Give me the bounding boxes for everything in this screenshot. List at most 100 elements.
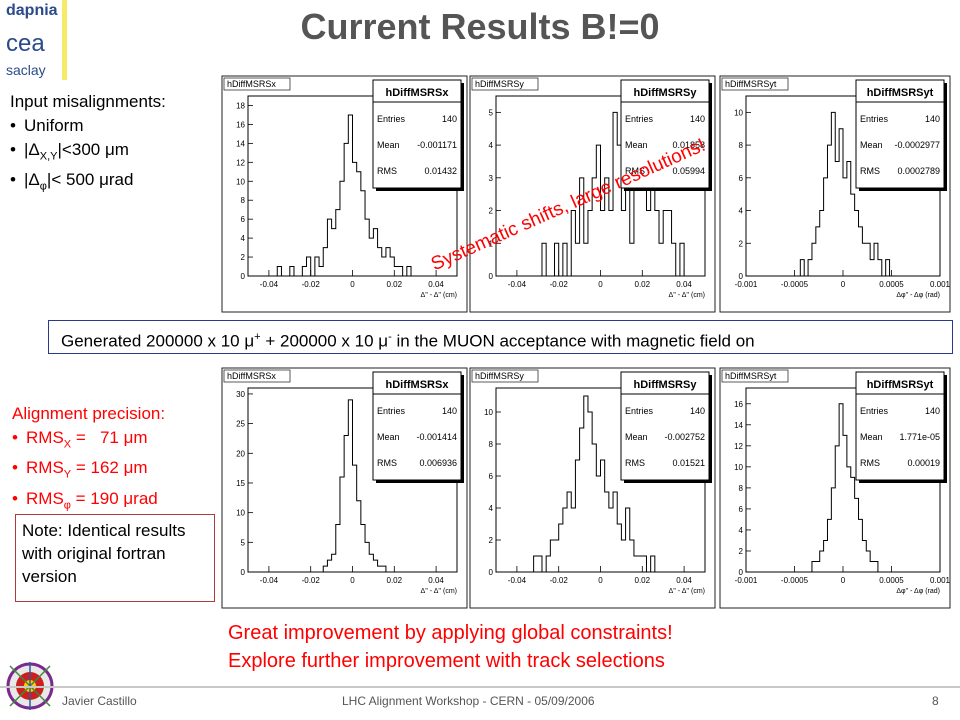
stats-label: RMS (625, 458, 645, 468)
y-tick-label: 4 (489, 141, 494, 150)
footer-divider (0, 686, 960, 688)
stats-value: 0.0002789 (897, 166, 940, 176)
y-tick-label: 8 (739, 141, 744, 150)
x-tick-label: 0.04 (676, 280, 692, 289)
y-tick-label: 4 (241, 234, 246, 243)
histogram-tab-label: hDiffMSRSyt (725, 79, 777, 89)
x-tick-label: 0.02 (387, 280, 403, 289)
stats-label: Entries (625, 114, 654, 124)
histogram-tab-box (471, 77, 539, 91)
stats-label: Entries (860, 406, 889, 416)
y-tick-label: 6 (489, 472, 494, 481)
x-tick-label: -0.02 (302, 280, 321, 289)
stats-value: 0.01432 (424, 166, 457, 176)
stats-title: hDiffMSRSyt (867, 87, 934, 99)
stats-label: Mean (860, 140, 883, 150)
stats-value: 140 (925, 114, 940, 124)
y-tick-label: 2 (489, 207, 494, 216)
alignment-item-phi: • RMSφ = 190 μrad (12, 488, 158, 512)
stats-box (372, 371, 462, 481)
x-tick-label: -0.0005 (781, 576, 809, 585)
x-axis-label: Δ'' - Δ'' (cm) (421, 292, 457, 299)
y-tick-label: 16 (734, 400, 743, 409)
input-item-xy: • |ΔX,Y|<300 μm (10, 140, 129, 163)
input-heading: Input misalignments: (10, 92, 166, 111)
x-tick-label: 0.04 (428, 280, 444, 289)
histogram-step-line (496, 395, 705, 573)
stats-box (855, 79, 945, 189)
dapnia-logo: dapnia cea saclay (0, 0, 64, 84)
x-tick-label: -0.04 (260, 576, 279, 585)
histogram-tab-label: hDiffMSRSx (227, 371, 276, 381)
histogram-tab-label: hDiffMSRSy (475, 371, 524, 381)
x-tick-label: 0 (598, 576, 603, 585)
stats-box (855, 371, 945, 481)
x-tick-label: 0 (598, 280, 603, 289)
y-tick-label: 6 (739, 174, 744, 183)
x-tick-label: -0.02 (550, 576, 569, 585)
histogram-tab-box (223, 369, 291, 383)
y-tick-label: 2 (489, 536, 494, 545)
input-misalignments-box: Input misalignments: • Uniform • |ΔX,Y|<30… (10, 90, 166, 199)
logo-line-saclay: saclay (6, 62, 46, 78)
stats-title: hDiffMSRSyt (867, 379, 934, 391)
stats-label: RMS (860, 458, 880, 468)
x-tick-label: -0.04 (260, 280, 279, 289)
conclusion-line-2: Explore further improvement with track s… (228, 650, 665, 672)
y-tick-label: 1 (489, 239, 494, 248)
stats-value: -0.001171 (417, 140, 457, 150)
x-axis-label: Δ'' - Δ'' (cm) (669, 588, 705, 595)
footer-event: LHC Alignment Workshop - CERN - 05/09/20… (342, 694, 595, 708)
stats-label: Entries (377, 406, 406, 416)
y-tick-label: 0 (489, 272, 494, 281)
y-tick-label: 8 (489, 440, 494, 449)
y-tick-label: 0 (489, 568, 494, 577)
y-tick-label: 10 (236, 177, 245, 186)
x-tick-label: -0.02 (302, 576, 321, 585)
stats-box (372, 79, 462, 189)
stats-value: 0.01521 (672, 458, 705, 468)
stats-label: Mean (377, 432, 400, 442)
y-tick-label: 16 (236, 120, 245, 129)
y-tick-label: 8 (739, 484, 744, 493)
y-tick-label: 12 (236, 158, 245, 167)
stats-label: RMS (377, 458, 397, 468)
histogram-step-line (248, 114, 457, 277)
stats-label: RMS (860, 166, 880, 176)
generated-info-box: Generated 200000 x 10 μ+ + 200000 x 10 μ… (48, 320, 953, 354)
stats-title: hDiffMSRSx (386, 379, 450, 391)
footer-author: Javier Castillo (62, 694, 137, 708)
y-tick-label: 0 (241, 272, 246, 281)
x-tick-label: 0.001 (930, 280, 951, 289)
y-tick-label: 0 (241, 568, 246, 577)
histogram-step-line (248, 399, 457, 573)
histogram-panel-6: hDiffMSRSyt 0 2 4 6 8 10 12 14 16 -0.001 -0.0005 0 0.… (719, 367, 951, 609)
x-axis-label: Δφ'' - Δφ (rad) (896, 292, 940, 299)
histogram-step-line (496, 111, 705, 277)
stats-label: Entries (625, 406, 654, 416)
y-tick-label: 15 (236, 479, 245, 488)
stats-value: 0.01858 (672, 140, 705, 150)
histogram-tab-box (471, 369, 539, 383)
stats-label: Entries (377, 114, 406, 124)
alignment-item-y: • RMSY = 162 μm (12, 458, 148, 481)
y-tick-label: 5 (489, 108, 494, 117)
histogram-tab-label: hDiffMSRSy (475, 79, 524, 89)
y-tick-label: 0 (739, 272, 744, 281)
x-tick-label: -0.001 (735, 576, 758, 585)
y-tick-label: 5 (241, 538, 246, 547)
x-tick-label: 0.0005 (879, 576, 904, 585)
x-tick-label: 0.04 (676, 576, 692, 585)
y-tick-label: 10 (484, 408, 493, 417)
stats-value: 0.00019 (907, 458, 940, 468)
x-axis-label: Δ'' - Δ'' (cm) (669, 292, 705, 299)
stats-value: -0.002752 (664, 432, 705, 442)
stats-value: -0.001414 (416, 432, 457, 442)
histogram-panel-2: hDiffMSRSy 0 1 2 3 4 5 -0.04 -0.02 0 0.02 0.04 Δ'' -… (469, 75, 716, 313)
stats-label: Entries (860, 114, 889, 124)
stats-value: 1.771e-05 (899, 432, 940, 442)
y-tick-label: 14 (734, 421, 743, 430)
y-tick-label: 2 (739, 547, 744, 556)
histogram-tab-label: hDiffMSRSx (227, 79, 276, 89)
